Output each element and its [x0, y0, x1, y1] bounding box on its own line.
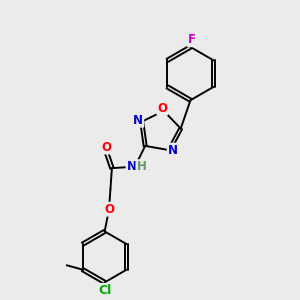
Text: Cl: Cl	[98, 284, 111, 297]
Text: O: O	[104, 203, 114, 216]
Text: N: N	[133, 114, 143, 127]
Text: N: N	[168, 144, 178, 157]
Text: N: N	[127, 160, 136, 173]
Text: O: O	[101, 140, 111, 154]
Text: O: O	[157, 101, 167, 115]
Text: H: H	[136, 160, 146, 173]
Text: F: F	[188, 33, 196, 46]
